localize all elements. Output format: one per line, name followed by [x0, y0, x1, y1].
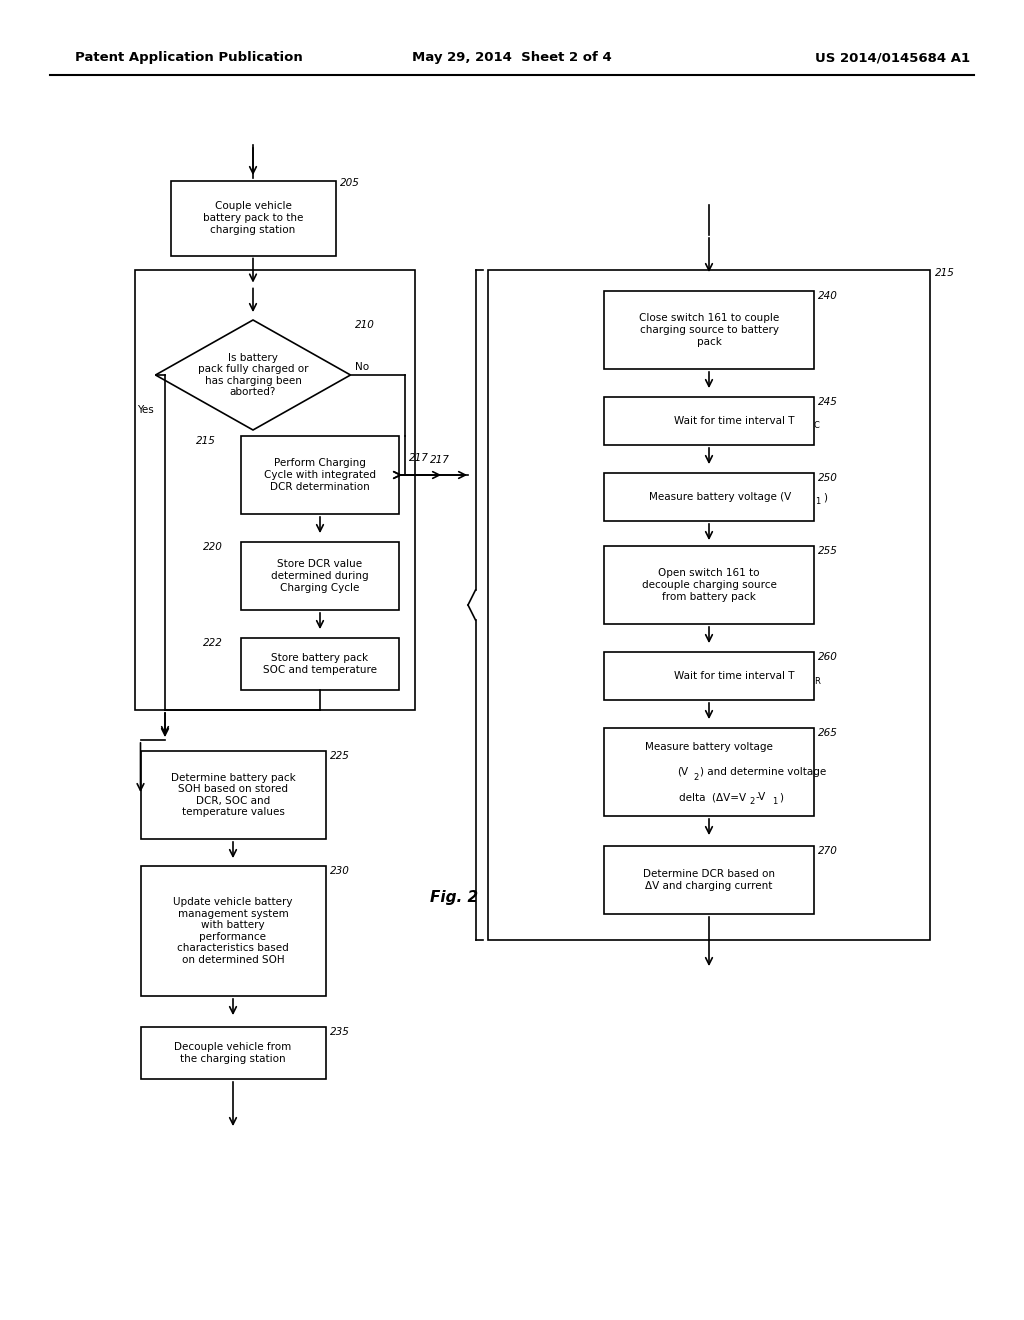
Text: (V: (V [677, 767, 688, 777]
Bar [140, 1027, 326, 1078]
Text: Store battery pack
SOC and temperature: Store battery pack SOC and temperature [263, 653, 377, 675]
Text: -V: -V [756, 792, 766, 803]
Bar [135, 271, 415, 710]
Text: 215: 215 [935, 268, 954, 279]
Text: Open switch 161 to
decouple charging source
from battery pack: Open switch 161 to decouple charging sou… [642, 569, 776, 602]
Bar [241, 436, 399, 513]
Text: 215: 215 [196, 436, 216, 446]
Text: Yes: Yes [137, 405, 154, 414]
Bar [241, 638, 399, 690]
Text: 1: 1 [772, 797, 777, 807]
Text: 250: 250 [818, 473, 838, 483]
Text: Decouple vehicle from
the charging station: Decouple vehicle from the charging stati… [174, 1043, 292, 1064]
Text: 210: 210 [354, 319, 375, 330]
Text: Update vehicle battery
management system
with battery
performance
characteristic: Update vehicle battery management system… [173, 898, 293, 965]
Bar [171, 181, 336, 256]
Bar [140, 751, 326, 840]
Text: Measure battery voltage (V: Measure battery voltage (V [649, 492, 792, 502]
Bar [241, 543, 399, 610]
Text: ): ) [823, 492, 827, 502]
Text: 260: 260 [818, 652, 838, 663]
Bar [604, 290, 814, 370]
Bar [604, 546, 814, 624]
Text: R: R [814, 676, 820, 685]
Bar [604, 729, 814, 816]
Text: Store DCR value
determined during
Charging Cycle: Store DCR value determined during Chargi… [271, 560, 369, 593]
Text: 220: 220 [203, 543, 223, 552]
Text: 217: 217 [409, 453, 429, 463]
Polygon shape [156, 319, 350, 430]
Text: Measure battery voltage: Measure battery voltage [645, 742, 773, 752]
Text: US 2014/0145684 A1: US 2014/0145684 A1 [815, 51, 970, 65]
Text: Is battery
pack fully charged or
has charging been
aborted?: Is battery pack fully charged or has cha… [198, 352, 308, 397]
Text: Couple vehicle
battery pack to the
charging station: Couple vehicle battery pack to the charg… [203, 202, 303, 235]
Bar [604, 473, 814, 521]
Text: Fig. 2: Fig. 2 [430, 890, 478, 906]
Text: Perform Charging
Cycle with integrated
DCR determination: Perform Charging Cycle with integrated D… [264, 458, 376, 491]
Text: Determine DCR based on
ΔV and charging current: Determine DCR based on ΔV and charging c… [643, 869, 775, 891]
Text: 240: 240 [818, 290, 838, 301]
Text: ): ) [779, 792, 783, 803]
Text: 230: 230 [330, 866, 349, 876]
Text: No: No [355, 362, 370, 372]
Text: 205: 205 [340, 178, 359, 189]
Text: 245: 245 [818, 397, 838, 407]
Text: C: C [814, 421, 820, 430]
Bar [140, 866, 326, 997]
Text: 217: 217 [429, 455, 450, 465]
Bar [488, 271, 930, 940]
Text: 255: 255 [818, 546, 838, 556]
Bar [604, 652, 814, 700]
Text: 2: 2 [749, 797, 755, 807]
Text: 1: 1 [815, 498, 820, 507]
Text: 222: 222 [203, 638, 223, 648]
Bar [604, 397, 814, 445]
Text: Wait for time interval T: Wait for time interval T [674, 416, 795, 426]
Text: Patent Application Publication: Patent Application Publication [75, 51, 303, 65]
Text: delta  (ΔV=V: delta (ΔV=V [679, 792, 746, 803]
Text: 270: 270 [818, 846, 838, 855]
Text: Close switch 161 to couple
charging source to battery
pack: Close switch 161 to couple charging sour… [639, 313, 779, 347]
Text: Wait for time interval T: Wait for time interval T [674, 671, 795, 681]
Text: Determine battery pack
SOH based on stored
DCR, SOC and
temperature values: Determine battery pack SOH based on stor… [171, 772, 295, 817]
Text: 2: 2 [693, 772, 698, 781]
Bar [604, 846, 814, 913]
Text: 225: 225 [330, 751, 349, 762]
Text: 235: 235 [330, 1027, 349, 1038]
Text: May 29, 2014  Sheet 2 of 4: May 29, 2014 Sheet 2 of 4 [412, 51, 612, 65]
Text: ) and determine voltage: ) and determine voltage [700, 767, 826, 777]
Text: 265: 265 [818, 729, 838, 738]
